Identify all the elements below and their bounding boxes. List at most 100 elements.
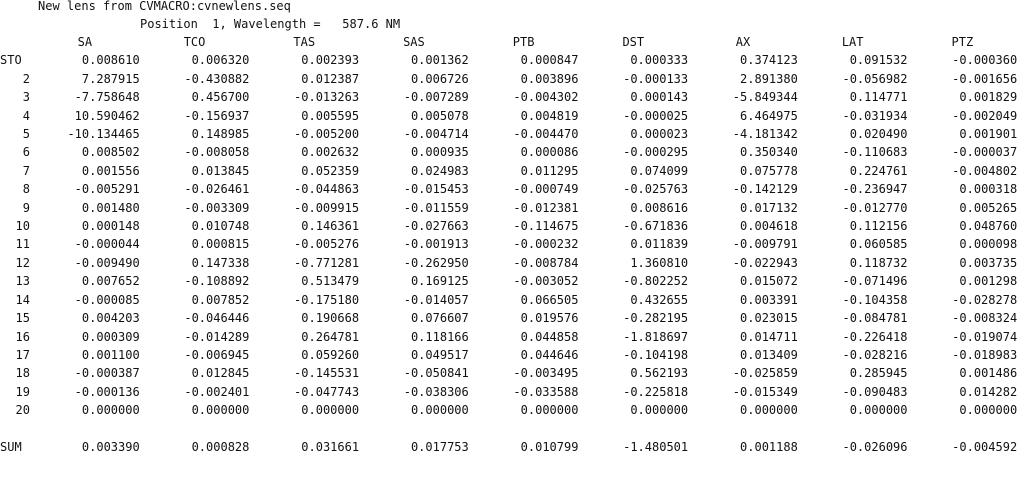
value-cell-ptz: -0.019074 [952, 329, 1018, 344]
table-row: 10 0.000148 0.010748 0.146361 -0.027663 -0.11… [0, 217, 1018, 235]
value-cell-ax: -0.025859 [732, 366, 798, 381]
value-cell-dst: -0.104198 [623, 347, 689, 362]
value-cell-ptb: -0.004302 [513, 90, 579, 105]
value-cell-tas: 0.146361 [301, 219, 360, 234]
value-cell-lat: 0.112156 [849, 219, 908, 234]
value-cell-tco: -0.002401 [184, 384, 250, 399]
value-cell-sa: 0.001480 [81, 200, 140, 215]
value-cell-ax: 2.891380 [740, 71, 798, 86]
value-cell-ax: -0.142129 [732, 182, 798, 197]
table-row: 18 -0.000387 0.012845 -0.145531 -0.050841 -0.… [0, 364, 1018, 382]
value-cell-sa: 10.590462 [74, 108, 140, 123]
column-header-ptb: PTB [512, 35, 535, 49]
value-cell-dst: 0.008616 [630, 200, 689, 215]
value-cell-tas: -0.005276 [294, 237, 360, 252]
value-cell-ax: 0.000000 [740, 403, 798, 418]
value-cell-tco: 0.006320 [191, 53, 250, 68]
value-cell-lat: 0.091532 [849, 53, 908, 68]
value-cell-tas: 0.513479 [301, 274, 360, 289]
value-cell-sa: 0.001556 [81, 163, 140, 178]
value-cell-tco: -0.006945 [184, 347, 250, 362]
surface-label: 5 [22, 127, 30, 142]
value-cell-ptb: 0.003896 [520, 71, 579, 86]
value-cell-dst: -0.025763 [623, 182, 689, 197]
table-row: 17 0.001100 -0.006945 0.059260 0.049517 0.044… [0, 346, 1018, 364]
value-cell-sas: -0.027663 [403, 219, 469, 234]
spacer-cell [0, 420, 1017, 438]
value-cell-lat: -0.226418 [842, 329, 908, 344]
table-row: 4 10.590462 -0.156937 0.005595 0.005078 0.004… [0, 107, 1017, 125]
value-cell-lat: -0.031934 [842, 108, 908, 123]
value-cell-ptz: 0.001486 [959, 366, 1018, 381]
surface-label: 3 [22, 90, 30, 105]
value-cell-ptb: -0.000749 [513, 182, 579, 197]
value-cell-sas: 0.169125 [410, 274, 469, 289]
value-cell-ptb: -0.000232 [513, 237, 579, 252]
value-cell-dst: -0.000025 [623, 108, 689, 123]
value-cell-sa: -0.005291 [74, 182, 140, 197]
value-cell-sa: 0.000148 [81, 219, 140, 234]
value-cell-dst: -0.000295 [623, 145, 689, 160]
table-header-row: SA TCO TAS SAS PTB DST AX LAT PTZ [0, 33, 1017, 51]
value-cell-dst: 0.011839 [630, 237, 689, 252]
value-cell-tco: -0.430882 [184, 71, 250, 86]
value-cell-tco: 0.000828 [191, 439, 250, 454]
value-cell-tas: 0.000000 [301, 403, 360, 418]
column-header-lat: LAT [841, 35, 864, 49]
value-cell-ptb: -0.003052 [513, 274, 579, 289]
value-cell-tco: -0.156937 [184, 108, 250, 123]
value-cell-ax: 0.001188 [740, 439, 798, 454]
value-cell-ptb: 0.019576 [520, 311, 579, 326]
value-cell-lat: -0.236947 [842, 182, 908, 197]
surface-label: 11 [15, 237, 30, 252]
value-cell-tas: 0.012387 [301, 71, 360, 86]
table-row: 7 0.001556 0.013845 0.052359 0.024983 0.01129… [0, 162, 1017, 180]
value-cell-ax: -0.022943 [732, 255, 798, 270]
value-cell-tco: 0.000000 [191, 403, 250, 418]
value-cell-dst: 1.360810 [630, 255, 689, 270]
value-cell-lat: -0.026096 [842, 439, 908, 454]
value-cell-ax: 6.464975 [740, 108, 798, 123]
value-cell-ptz: 0.048760 [959, 219, 1018, 234]
value-cell-ptb: 0.010799 [520, 439, 579, 454]
value-cell-ptb: 0.066505 [520, 292, 579, 307]
value-cell-lat: -0.028216 [842, 347, 908, 362]
value-cell-tco: -0.008058 [184, 145, 250, 160]
value-cell-tas: 0.031661 [301, 439, 360, 454]
value-cell-sas: -0.050841 [403, 366, 469, 381]
value-cell-dst: 0.432655 [630, 292, 689, 307]
value-cell-sa: -0.000044 [74, 237, 140, 252]
value-cell-tco: 0.456700 [191, 90, 250, 105]
value-cell-tco: 0.013845 [191, 163, 250, 178]
value-cell-ax: 0.023015 [740, 311, 798, 326]
table-body: STO 0.008610 0.006320 0.002393 0.001362 0.000… [0, 51, 1017, 456]
value-cell-sa: -7.758648 [74, 90, 140, 105]
surface-label: 9 [22, 200, 30, 215]
table-row: 11 -0.000044 0.000815 -0.005276 -0.001913 -0.… [0, 235, 1018, 253]
value-cell-ptz: -0.000360 [952, 53, 1018, 68]
value-cell-tas: -0.145531 [294, 366, 360, 381]
value-cell-ptz: 0.001298 [959, 274, 1018, 289]
value-cell-sa: 0.003390 [81, 439, 140, 454]
table-row: 20 0.000000 0.000000 0.000000 0.000000 0.0000… [0, 401, 1018, 419]
value-cell-sas: -0.011559 [403, 200, 469, 215]
value-cell-ax: -0.015349 [732, 384, 798, 399]
surface-label: 17 [15, 347, 30, 362]
value-cell-tas: -0.009915 [294, 200, 360, 215]
value-cell-ptz: -0.008324 [952, 311, 1018, 326]
value-cell-lat: -0.110683 [842, 145, 908, 160]
value-cell-tco: 0.007852 [191, 292, 250, 307]
table-row: 8 -0.005291 -0.026461 -0.044863 -0.015453 -0.… [0, 180, 1017, 198]
value-cell-lat: 0.118732 [849, 255, 908, 270]
value-cell-tco: 0.000815 [191, 237, 250, 252]
table-row: 9 0.001480 -0.003309 -0.009915 -0.011559 -0.0… [0, 199, 1017, 217]
report-title: New lens from CVMACRO:cvnewlens.seq [38, 0, 291, 13]
value-cell-sas: 0.001362 [410, 53, 469, 68]
value-cell-tas: 0.059260 [301, 347, 360, 362]
value-cell-lat: 0.000000 [849, 403, 908, 418]
report-subtitle: Position 1, Wavelength = 587.6 NM [140, 17, 401, 31]
value-cell-dst: -0.225818 [623, 384, 689, 399]
value-cell-sa: -0.009490 [74, 255, 140, 270]
value-cell-tco: -0.108892 [184, 274, 250, 289]
table-row: 14 -0.000085 0.007852 -0.175180 -0.014057 0.0… [0, 291, 1018, 309]
